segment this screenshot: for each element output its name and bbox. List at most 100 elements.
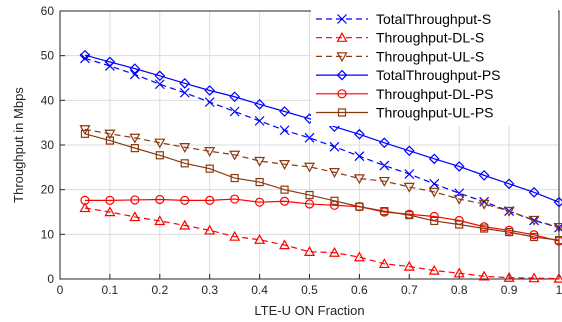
data-point — [554, 222, 562, 233]
data-point — [454, 188, 465, 199]
data-point — [129, 211, 141, 222]
data-point — [129, 69, 140, 80]
data-point — [528, 186, 540, 198]
data-point — [154, 138, 166, 149]
data-point — [428, 264, 440, 275]
data-point — [229, 230, 241, 241]
data-point — [154, 79, 165, 90]
legend-label: TotalThroughput-PS — [376, 67, 501, 83]
data-point — [353, 174, 365, 185]
y-tick-label: 30 — [41, 138, 55, 152]
data-point — [229, 150, 241, 161]
x-axis-label: LTE-U ON Fraction — [254, 303, 364, 318]
data-point — [403, 145, 415, 157]
data-point — [254, 115, 265, 126]
legend-label: Throughput-DL-S — [376, 30, 484, 46]
series-totalthroughput-s — [80, 53, 562, 233]
legend-marker — [337, 89, 347, 99]
data-point — [455, 220, 464, 229]
data-point — [428, 153, 440, 165]
data-point — [355, 202, 364, 211]
series-throughput-ul-ps — [80, 129, 562, 245]
data-point — [554, 236, 562, 245]
data-point — [479, 196, 490, 207]
legend-marker — [336, 52, 348, 63]
series-throughput-dl-ps — [80, 194, 562, 246]
y-axis-label: Throughput in Mbps — [11, 87, 26, 203]
data-point — [130, 144, 139, 153]
data-point — [428, 187, 440, 198]
data-point — [80, 53, 90, 64]
data-point — [280, 185, 289, 194]
legend-item: Throughput-UL-PS — [316, 105, 494, 121]
data-point — [553, 272, 562, 283]
data-point — [104, 129, 116, 140]
legend-label: TotalThroughput-S — [376, 11, 491, 27]
data-point — [529, 215, 539, 226]
data-point — [180, 195, 190, 205]
data-point — [304, 132, 315, 143]
data-point — [254, 99, 265, 110]
data-point — [478, 199, 490, 210]
x-tick-label: 0.8 — [451, 283, 468, 297]
data-point — [230, 194, 240, 204]
data-point — [478, 170, 490, 181]
data-point — [503, 271, 515, 282]
data-point — [378, 258, 390, 269]
y-tick-label: 0 — [47, 272, 54, 286]
data-point — [379, 137, 390, 149]
data-point — [505, 228, 514, 237]
data-point — [229, 91, 240, 103]
axis-ticks: 0 0.1 0.2 0.3 0.4 0.5 0.6 0.7 0.8 0.9 101020304050… — [41, 4, 562, 297]
data-point — [305, 190, 314, 200]
data-point — [478, 270, 490, 281]
data-point — [528, 215, 540, 226]
legend-label: Throughput-DL-PS — [376, 86, 494, 102]
data-point — [303, 246, 316, 256]
y-tick-label: 40 — [41, 93, 55, 107]
legend-item: TotalThroughput-S — [316, 11, 491, 27]
data-point — [154, 70, 166, 82]
legend: TotalThroughput-S Throughput-DL-S Throughp… — [311, 8, 558, 126]
x-tick-label: 0 — [57, 283, 64, 297]
x-tick-label: 0.9 — [501, 283, 518, 297]
legend-item: Throughput-UL-S — [316, 48, 484, 64]
data-point — [429, 178, 440, 189]
legend-item: Throughput-DL-S — [316, 30, 484, 46]
data-point — [104, 56, 116, 68]
data-point — [204, 224, 216, 235]
data-point — [179, 78, 191, 89]
x-tick-label: 0.4 — [251, 283, 268, 297]
data-point — [154, 215, 166, 226]
data-point — [204, 97, 215, 108]
legend-item: TotalThroughput-PS — [316, 67, 501, 83]
data-point — [205, 164, 214, 173]
data-point — [79, 202, 91, 213]
data-point — [430, 216, 439, 226]
data-point — [354, 128, 365, 140]
data-point — [179, 87, 190, 98]
data-point — [503, 206, 515, 217]
data-point — [328, 168, 340, 178]
legend-label: Throughput-UL-S — [376, 48, 484, 64]
data-point — [155, 194, 165, 205]
data-point — [303, 162, 316, 173]
legend-marker — [337, 14, 347, 24]
x-tick-label: 0.2 — [151, 283, 168, 297]
data-point — [279, 125, 290, 136]
data-point — [503, 178, 515, 190]
legend-background — [311, 8, 558, 126]
data-point — [480, 224, 489, 233]
x-tick-label: 0.3 — [201, 283, 218, 297]
data-point — [403, 182, 415, 193]
data-point — [279, 160, 291, 170]
data-point — [405, 211, 414, 220]
data-point — [353, 251, 365, 262]
data-point — [453, 161, 465, 172]
data-point — [553, 222, 562, 233]
data-point — [279, 106, 290, 117]
data-point — [304, 199, 315, 209]
data-point — [279, 196, 290, 206]
data-point — [179, 219, 191, 230]
